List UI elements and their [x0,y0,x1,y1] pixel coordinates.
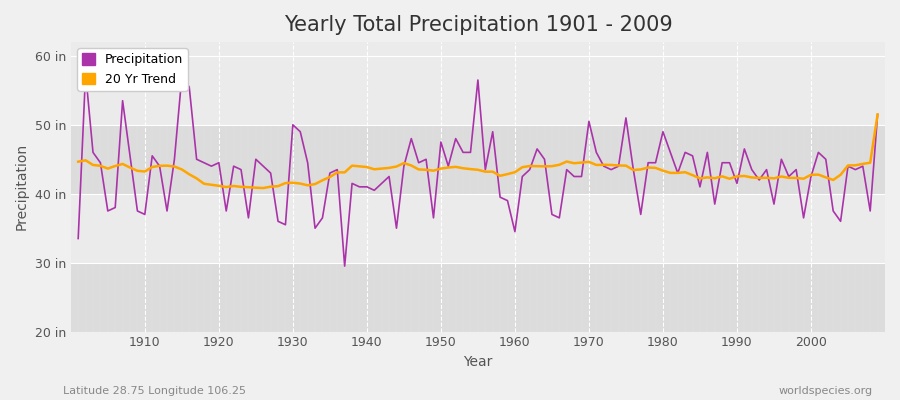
Title: Yearly Total Precipitation 1901 - 2009: Yearly Total Precipitation 1901 - 2009 [284,15,672,35]
Bar [71,42,885,56]
X-axis label: Year: Year [464,355,492,369]
Bar [71,263,885,332]
Text: worldspecies.org: worldspecies.org [778,386,873,396]
Legend: Precipitation, 20 Yr Trend: Precipitation, 20 Yr Trend [77,48,188,91]
Text: Latitude 28.75 Longitude 106.25: Latitude 28.75 Longitude 106.25 [63,386,246,396]
Bar [71,125,885,194]
Y-axis label: Precipitation: Precipitation [15,143,29,230]
Bar [71,194,885,263]
Bar [71,56,885,125]
